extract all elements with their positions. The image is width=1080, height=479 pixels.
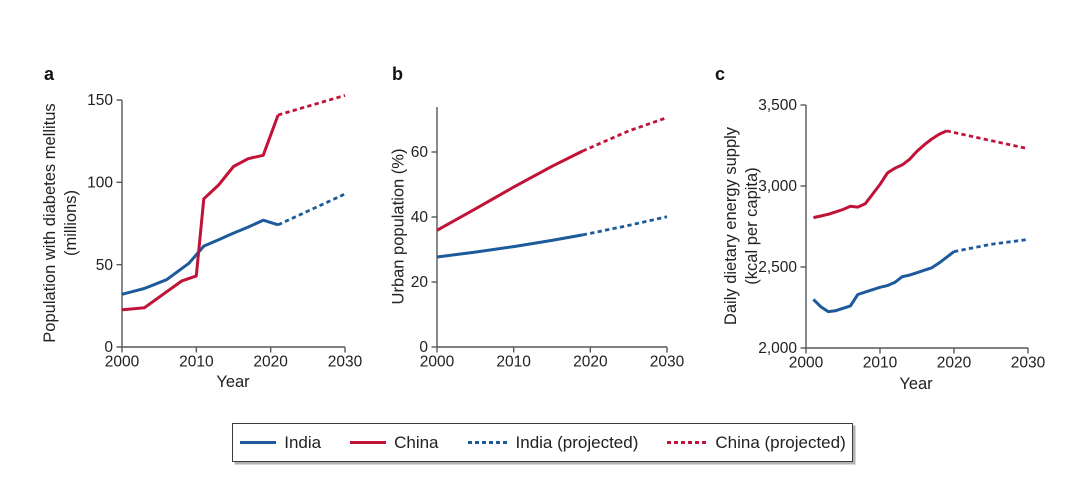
series-china-projected xyxy=(946,129,1029,151)
series-china-solid xyxy=(813,129,948,220)
series-india-projected xyxy=(953,238,1029,253)
panel-a-y-axis-label-line2: (millions) xyxy=(62,190,80,256)
legend-label-india-projected: India (projected) xyxy=(515,432,639,452)
panel-b-y-axis-label: Urban population (%) xyxy=(389,97,410,357)
y-tick-label: 3,500 xyxy=(758,97,797,114)
y-tick-label: 0 xyxy=(104,339,113,356)
x-tick-label: 2000 xyxy=(789,355,824,372)
panel-c-y-axis-label: Daily dietary energy supply (kcal per ca… xyxy=(721,96,763,356)
series-india-projected xyxy=(277,192,346,227)
y-tick-label: 50 xyxy=(96,257,114,274)
x-tick-label: 2030 xyxy=(328,354,363,371)
panel-c: 2,000 2,500 3,000 3,500 2000 2010 2020 2030 xyxy=(758,97,1045,371)
panel-c-letter: c xyxy=(715,64,726,84)
series-india-solid xyxy=(812,250,955,314)
series-india-solid xyxy=(436,233,583,259)
legend-item-india-projected: India (projected) xyxy=(467,432,639,453)
y-tick-label: 60 xyxy=(411,144,429,161)
x-tick-label: 2000 xyxy=(420,354,455,371)
y-tick-label: 3,000 xyxy=(758,178,797,195)
panel-a-y-axis-label: Population with diabetes mellitus (milli… xyxy=(40,93,82,353)
panel-a-y-axis-label-line1: Population with diabetes mellitus xyxy=(41,103,59,343)
legend-item-china: China xyxy=(349,432,439,453)
legend-label-china-projected: China (projected) xyxy=(715,432,846,452)
panel-a: 0 50 100 150 2000 2010 2020 2030 xyxy=(87,92,362,370)
legend-label-india: India xyxy=(284,432,322,452)
y-tick-label: 20 xyxy=(411,274,429,291)
legend-line-sample-dashed-blue xyxy=(467,441,508,444)
series-china-projected xyxy=(582,116,668,153)
y-tick-label: 150 xyxy=(87,92,113,109)
y-tick-label: 2,500 xyxy=(758,259,797,276)
legend-label-china: China xyxy=(394,432,439,452)
x-tick-label: 2010 xyxy=(496,354,531,371)
x-tick-label: 2020 xyxy=(253,354,288,371)
legend-item-india: India xyxy=(239,433,321,453)
x-tick-label: 2020 xyxy=(573,354,608,371)
legend-line-sample-solid-red xyxy=(350,441,387,444)
panel-a-x-axis-label: Year xyxy=(216,373,250,391)
series-india-solid xyxy=(121,218,279,296)
series-china-projected xyxy=(277,94,346,117)
panel-c-x-axis-label: Year xyxy=(899,375,933,393)
panel-c-y-axis-label-line2: (kcal per capita) xyxy=(743,167,761,285)
x-tick-label: 2030 xyxy=(650,354,685,371)
panel-a-axes xyxy=(121,100,345,348)
x-tick-label: 2030 xyxy=(1011,355,1046,372)
x-tick-label: 2000 xyxy=(105,354,140,371)
x-tick-label: 2020 xyxy=(937,355,972,372)
panel-b-axes xyxy=(436,107,667,348)
x-tick-label: 2010 xyxy=(863,355,898,372)
panel-b-y-axis-label-line1: Urban population (%) xyxy=(389,148,408,305)
y-tick-label: 0 xyxy=(419,339,428,356)
panel-b: 0 20 40 60 2000 2010 2020 2030 xyxy=(411,107,685,371)
legend-item-china-projected: China (projected) xyxy=(666,432,846,453)
legend-line-sample-dashed-red xyxy=(667,441,708,444)
panel-a-letter: a xyxy=(44,64,55,84)
y-tick-label: 2,000 xyxy=(758,340,797,357)
series-china-solid xyxy=(436,149,584,232)
panel-c-y-axis-label-line1: Daily dietary energy supply xyxy=(722,126,740,326)
legend-box: India China India (projected) China (pro… xyxy=(232,423,853,462)
y-tick-label: 40 xyxy=(411,209,429,226)
series-china-solid xyxy=(121,114,280,312)
panel-b-letter: b xyxy=(392,64,403,84)
y-tick-label: 100 xyxy=(87,175,113,192)
series-india-projected xyxy=(582,215,668,237)
x-tick-label: 2010 xyxy=(179,354,214,371)
legend-line-sample-solid-blue xyxy=(240,441,277,444)
